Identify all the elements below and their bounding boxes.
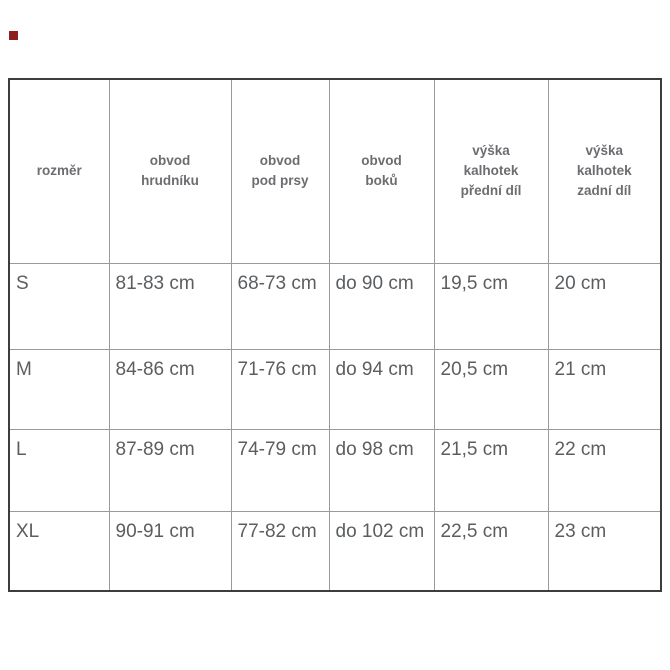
underbust-cell: 68-73 cm xyxy=(230,262,330,350)
table-row-size-l: L 87-89 cm 74-79 cm do 98 cm 21,5 cm 22 … xyxy=(8,428,662,512)
size-label-cell: L xyxy=(8,428,110,512)
header-line: hrudníku xyxy=(141,173,199,189)
front-height-cell: 22,5 cm xyxy=(433,510,549,592)
chest-cell: 81-83 cm xyxy=(108,262,232,350)
front-height-cell: 21,5 cm xyxy=(433,428,549,512)
underbust-cell: 77-82 cm xyxy=(230,510,330,592)
column-header-vyska-kalhotek-zadni-dil: výška kalhotek zadní díl xyxy=(547,78,662,264)
column-header-rozmer: rozměr xyxy=(8,78,110,264)
table-row-size-xl: XL 90-91 cm 77-82 cm do 102 cm 22,5 cm 2… xyxy=(8,510,662,592)
header-line: rozměr xyxy=(36,163,82,179)
chest-cell: 87-89 cm xyxy=(108,428,232,512)
back-height-cell: 23 cm xyxy=(547,510,662,592)
hips-cell: do 90 cm xyxy=(328,262,435,350)
red-marker xyxy=(9,31,18,40)
column-header-obvod-boku: obvod boků xyxy=(328,78,435,264)
header-line: pod prsy xyxy=(251,173,309,189)
header-line: výška xyxy=(585,142,624,158)
header-line: přední díl xyxy=(460,183,522,199)
size-label-cell: S xyxy=(8,262,110,350)
back-height-cell: 20 cm xyxy=(547,262,662,350)
underbust-cell: 71-76 cm xyxy=(230,348,330,430)
header-row: rozměr obvod hrudníku obvod pod prsy obv… xyxy=(8,78,662,264)
header-line: zadní díl xyxy=(577,183,632,199)
column-header-vyska-kalhotek-predni-dil: výška kalhotek přední díl xyxy=(433,78,549,264)
chest-cell: 84-86 cm xyxy=(108,348,232,430)
header-line: obvod xyxy=(259,153,301,168)
underbust-cell: 74-79 cm xyxy=(230,428,330,512)
front-height-cell: 20,5 cm xyxy=(433,348,549,430)
table-row-size-s: S 81-83 cm 68-73 cm do 90 cm 19,5 cm 20 … xyxy=(8,262,662,350)
table-row-size-m: M 84-86 cm 71-76 cm do 94 cm 20,5 cm 21 … xyxy=(8,348,662,430)
hips-cell: do 98 cm xyxy=(328,428,435,512)
header-line: kalhotek xyxy=(576,163,632,179)
hips-cell: do 94 cm xyxy=(328,348,435,430)
header-line: boků xyxy=(365,173,398,189)
size-label-cell: M xyxy=(8,348,110,430)
size-chart-table: rozměr obvod hrudníku obvod pod prsy obv… xyxy=(8,78,662,592)
column-header-obvod-hrudniku: obvod hrudníku xyxy=(108,78,232,264)
header-line: výška xyxy=(472,142,510,158)
back-height-cell: 21 cm xyxy=(547,348,662,430)
size-label-cell: XL xyxy=(8,510,110,592)
header-line: obvod xyxy=(149,153,191,168)
header-line: obvod xyxy=(361,153,402,168)
front-height-cell: 19,5 cm xyxy=(433,262,549,350)
column-header-obvod-pod-prsy: obvod pod prsy xyxy=(230,78,330,264)
chest-cell: 90-91 cm xyxy=(108,510,232,592)
back-height-cell: 22 cm xyxy=(547,428,662,512)
header-line: kalhotek xyxy=(463,163,519,179)
hips-cell: do 102 cm xyxy=(328,510,435,592)
